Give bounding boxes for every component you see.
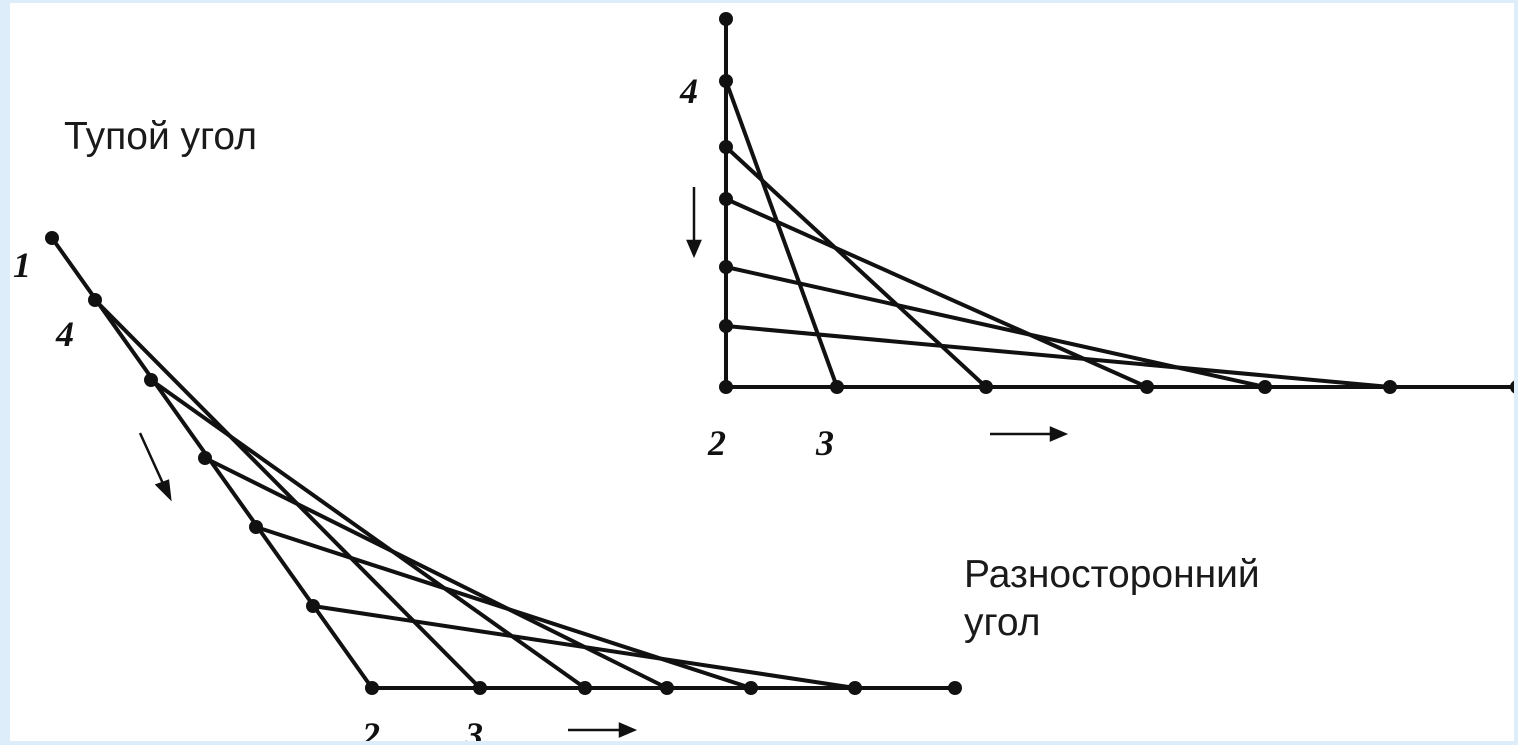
right-point	[719, 319, 733, 333]
obtuse-label-4: 4	[55, 314, 74, 354]
right-point	[719, 140, 733, 154]
obtuse-chord	[93, 298, 482, 690]
right-point	[1510, 380, 1514, 394]
right-point	[719, 192, 733, 206]
right-chord	[724, 197, 1149, 389]
obtuse-point	[578, 681, 592, 695]
right-point	[830, 380, 844, 394]
right-label-4: 4	[679, 71, 698, 111]
obtuse-arm-arrow-icon	[138, 432, 172, 502]
obtuse-label-2: 2	[361, 715, 380, 745]
obtuse-chord	[311, 604, 857, 690]
obtuse-point	[848, 681, 862, 695]
right-angle-construction	[719, 12, 1514, 394]
obtuse-point	[198, 451, 212, 465]
obtuse-point	[660, 681, 674, 695]
right-point	[719, 74, 733, 88]
obtuse-point	[306, 599, 320, 613]
obtuse-point	[45, 231, 59, 245]
string-art-figure: 1 4 2 3 4 2 3	[13, 12, 1514, 745]
right-point	[719, 260, 733, 274]
right-base-arrow-icon	[990, 426, 1069, 442]
obtuse-point	[473, 681, 487, 695]
right-chord	[724, 324, 1392, 389]
caption-obtuse-angle: Тупой угол	[64, 115, 258, 158]
obtuse-point	[144, 373, 158, 387]
obtuse-point	[948, 681, 962, 695]
right-arm-arrow-icon	[686, 187, 702, 259]
right-label-3: 3	[815, 423, 834, 463]
obtuse-base-arrow-icon	[568, 722, 638, 738]
right-point	[1383, 380, 1397, 394]
right-point	[719, 12, 733, 26]
caption-scalene-angle: Разносторонний угол	[964, 553, 1260, 644]
obtuse-point	[744, 681, 758, 695]
obtuse-chord	[203, 456, 669, 690]
obtuse-chord	[149, 378, 587, 690]
obtuse-angle-construction	[45, 231, 962, 695]
right-point	[1140, 380, 1154, 394]
right-point	[979, 380, 993, 394]
obtuse-point	[88, 293, 102, 307]
right-chord	[724, 145, 988, 389]
obtuse-point	[365, 681, 379, 695]
obtuse-point	[249, 520, 263, 534]
obtuse-label-1: 1	[13, 245, 31, 285]
right-point	[719, 380, 733, 394]
right-point	[1258, 380, 1272, 394]
obtuse-label-3: 3	[464, 715, 483, 745]
right-label-2: 2	[707, 423, 726, 463]
